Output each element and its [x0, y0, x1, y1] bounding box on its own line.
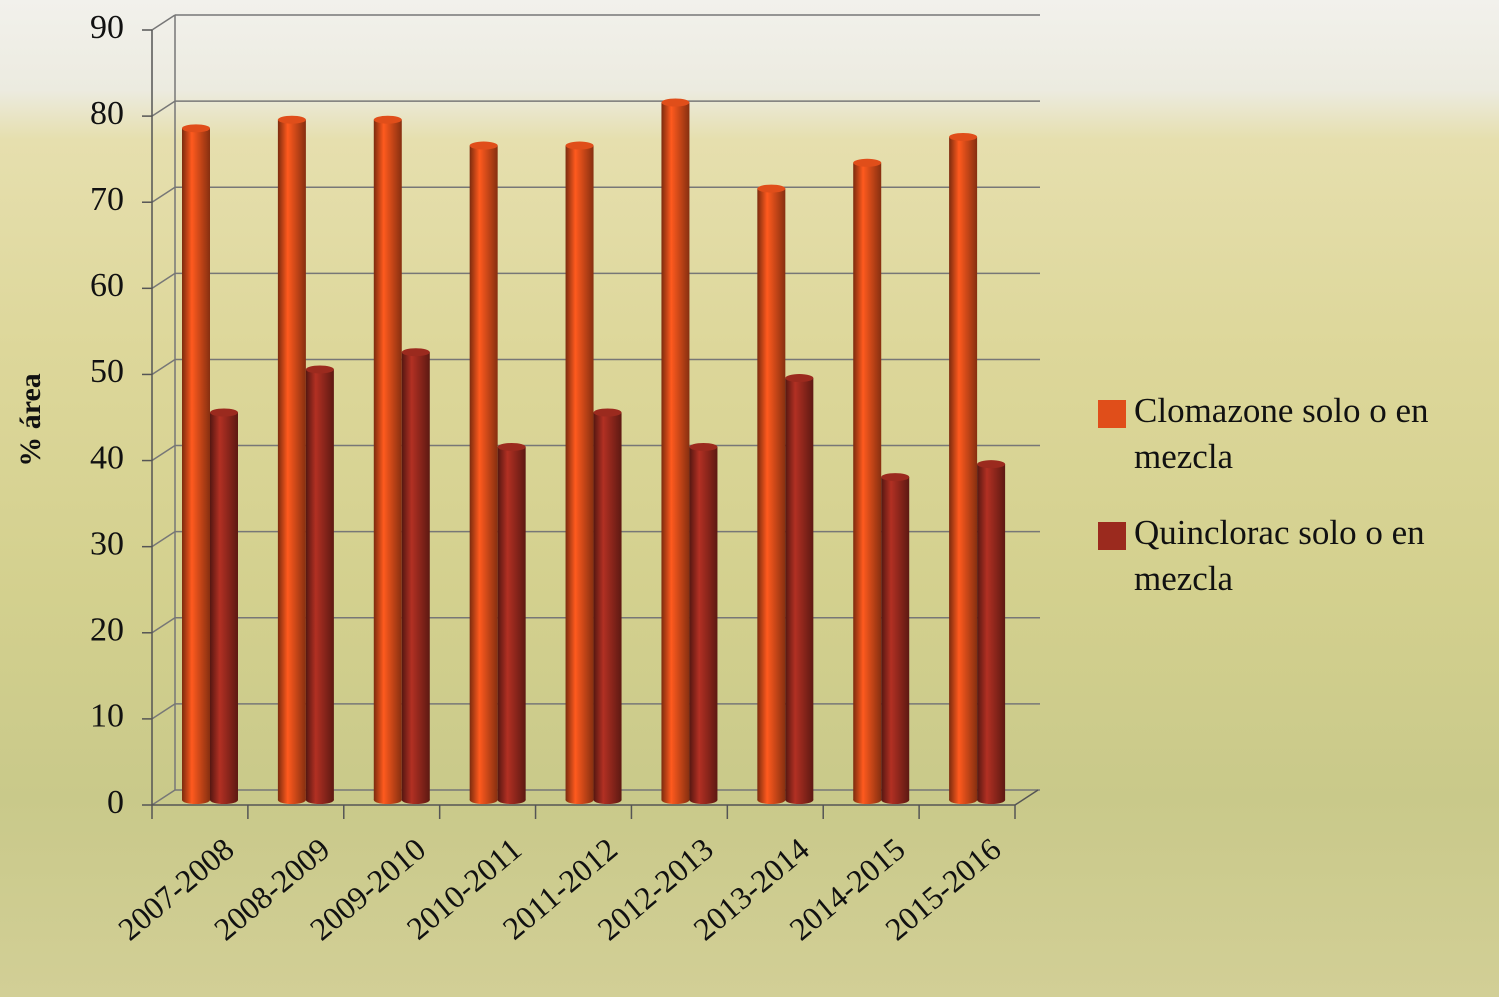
bar	[757, 188, 786, 801]
bar	[277, 119, 306, 800]
bar	[785, 378, 814, 800]
bar-cap	[305, 365, 334, 374]
bar-base	[689, 796, 718, 804]
y-tick-label: 80	[90, 95, 124, 132]
y-tick-label: 50	[90, 353, 124, 390]
floor-right	[1014, 789, 1039, 806]
bar-cap	[593, 408, 622, 417]
bar	[182, 128, 210, 801]
bar-base	[373, 796, 402, 804]
y-tick-label: 0	[107, 784, 124, 821]
y-tick-label: 30	[90, 525, 124, 562]
bar-cap	[277, 115, 306, 124]
bar-cap	[210, 408, 238, 417]
bar-cap	[373, 115, 402, 124]
grid-side	[151, 358, 176, 376]
bar-base	[949, 796, 978, 804]
bar	[469, 145, 498, 801]
grid-side	[151, 789, 176, 806]
bar	[661, 102, 690, 800]
legend-item: Clomazone solo o en mezcla	[1098, 388, 1493, 480]
bar	[949, 136, 978, 800]
bar-base	[305, 796, 334, 804]
bar	[977, 464, 1006, 800]
grid-side	[151, 531, 176, 548]
bar-cap	[881, 473, 910, 482]
grid-side	[151, 617, 176, 634]
y-tick-label: 20	[90, 612, 124, 649]
bar	[497, 446, 526, 800]
y-tick-label: 10	[90, 698, 124, 735]
bar-base	[401, 796, 430, 804]
bar-base	[182, 796, 210, 804]
bar-base	[661, 796, 690, 804]
grid-side	[151, 100, 176, 117]
bar	[565, 145, 594, 801]
bar-cap	[182, 124, 210, 133]
y-tick-label: 60	[90, 267, 124, 304]
y-tick-label: 70	[90, 181, 124, 218]
bar-cap	[565, 141, 594, 150]
bar	[305, 369, 334, 800]
bar-base	[497, 796, 526, 804]
bar-cap	[757, 184, 786, 193]
bar	[853, 162, 882, 800]
bar-cap	[689, 442, 718, 451]
grid-side	[151, 272, 176, 289]
grid-side	[151, 444, 176, 462]
bar-cap	[785, 374, 814, 383]
bar-base	[757, 796, 786, 804]
grid-side	[151, 14, 176, 31]
legend-label: Quinclorac solo o en mezcla	[1134, 513, 1425, 598]
bar-base	[277, 796, 306, 804]
bar	[689, 446, 718, 800]
bar-base	[469, 796, 498, 804]
bar-base	[565, 796, 594, 804]
bar	[373, 119, 402, 800]
bar-base	[977, 796, 1006, 804]
bar-cap	[661, 98, 690, 107]
legend-item: Quinclorac solo o en mezcla	[1098, 510, 1493, 602]
grid-side	[151, 703, 176, 720]
bar	[593, 412, 622, 800]
bar-base	[785, 796, 814, 804]
legend-swatch	[1098, 400, 1126, 428]
bar-base	[881, 796, 910, 804]
legend-label: Clomazone solo o en mezcla	[1134, 391, 1429, 476]
bar	[210, 412, 238, 800]
bar-cap	[977, 460, 1006, 469]
bar	[881, 477, 910, 800]
y-tick-label: 90	[90, 9, 124, 46]
bar	[401, 352, 430, 800]
y-axis-label: % área	[14, 373, 47, 467]
bar-base	[593, 796, 622, 804]
y-tick-label: 40	[90, 439, 124, 476]
grid-side	[151, 186, 176, 203]
bar-cap	[497, 442, 526, 451]
bar-base	[210, 796, 238, 804]
bar-base	[853, 796, 882, 804]
bar-cap	[469, 141, 498, 150]
bar-cap	[853, 158, 882, 167]
bar-cap	[949, 132, 978, 141]
legend-swatch	[1098, 522, 1126, 550]
bar-cap	[401, 348, 430, 357]
